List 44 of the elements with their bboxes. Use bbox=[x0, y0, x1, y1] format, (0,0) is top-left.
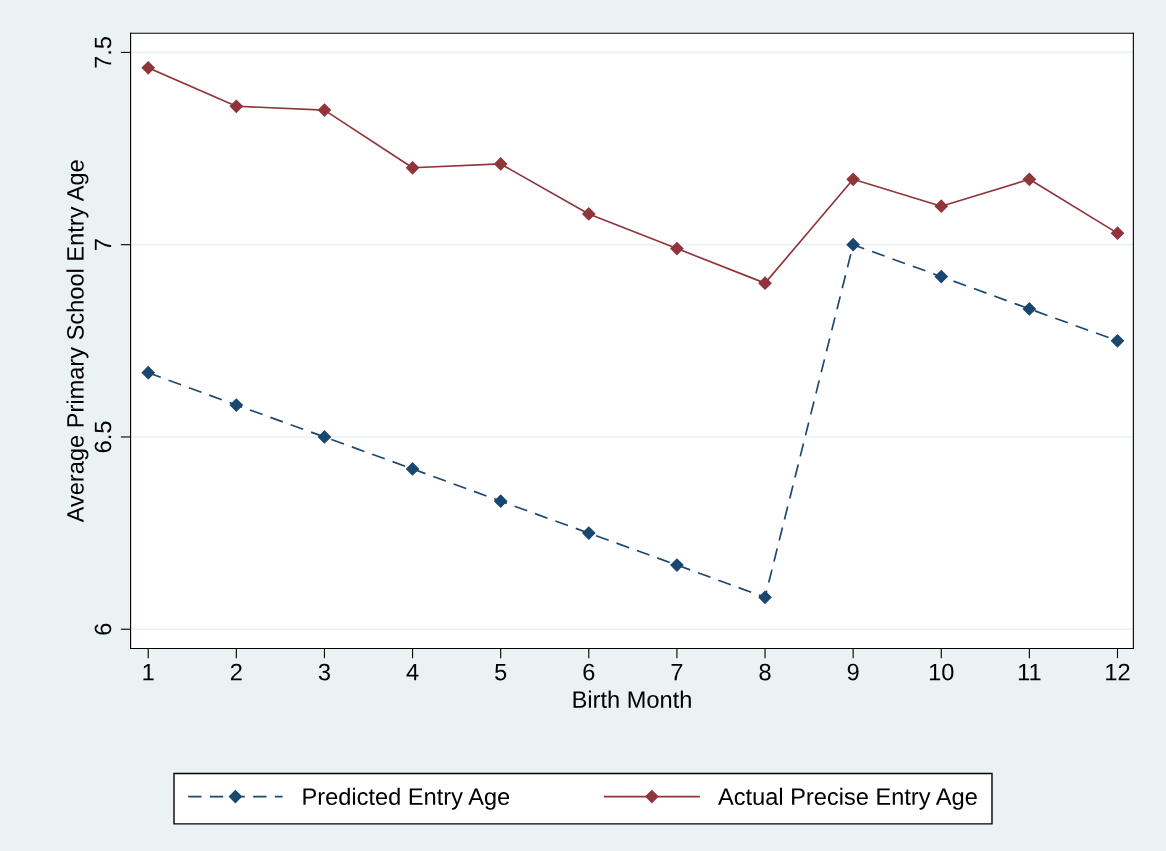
point bbox=[317, 103, 332, 117]
point bbox=[141, 61, 155, 75]
y-axis-title: Average Primary School Entry Age bbox=[66, 160, 89, 523]
x-tick-label: 1 bbox=[143, 663, 154, 681]
y-tick-label: 7.5 bbox=[94, 36, 112, 68]
point bbox=[494, 494, 508, 508]
legend-label: Predicted Entry Age bbox=[303, 787, 510, 810]
point bbox=[229, 398, 243, 412]
point bbox=[141, 366, 155, 380]
point bbox=[934, 199, 948, 213]
point bbox=[1110, 226, 1125, 240]
point bbox=[1022, 302, 1036, 316]
point bbox=[582, 207, 596, 221]
x-tick-label: 5 bbox=[495, 663, 507, 681]
x-tick-label: 8 bbox=[759, 663, 771, 681]
point bbox=[758, 276, 772, 290]
x-tick-label: 7 bbox=[671, 663, 683, 681]
x-tick-label: 4 bbox=[406, 663, 419, 681]
point bbox=[405, 161, 420, 175]
point bbox=[582, 526, 596, 540]
x-axis-title: Birth Month bbox=[573, 690, 691, 708]
point bbox=[229, 99, 243, 113]
point bbox=[846, 172, 860, 186]
x-tick-label: 6 bbox=[583, 663, 595, 681]
point bbox=[494, 157, 508, 171]
legend-label: Actual Precise Entry Age bbox=[718, 787, 977, 810]
point bbox=[1110, 334, 1125, 348]
point bbox=[934, 270, 948, 284]
point bbox=[405, 462, 420, 476]
x-tick-label: 9 bbox=[847, 663, 859, 681]
y-tick-label: 6.5 bbox=[94, 421, 112, 453]
point bbox=[670, 558, 684, 572]
x-tick-label: 2 bbox=[230, 663, 242, 681]
point bbox=[1022, 172, 1036, 186]
y-tick-label: 7 bbox=[94, 239, 112, 251]
point bbox=[670, 241, 684, 256]
x-tick-label: 12 bbox=[1106, 663, 1130, 681]
point bbox=[758, 590, 772, 604]
point bbox=[317, 430, 332, 444]
y-tick-label: 6 bbox=[94, 623, 112, 635]
point bbox=[846, 238, 860, 252]
x-tick-label: 11 bbox=[1018, 663, 1041, 681]
x-tick-label: 3 bbox=[318, 663, 330, 681]
x-tick-label: 10 bbox=[929, 663, 954, 681]
